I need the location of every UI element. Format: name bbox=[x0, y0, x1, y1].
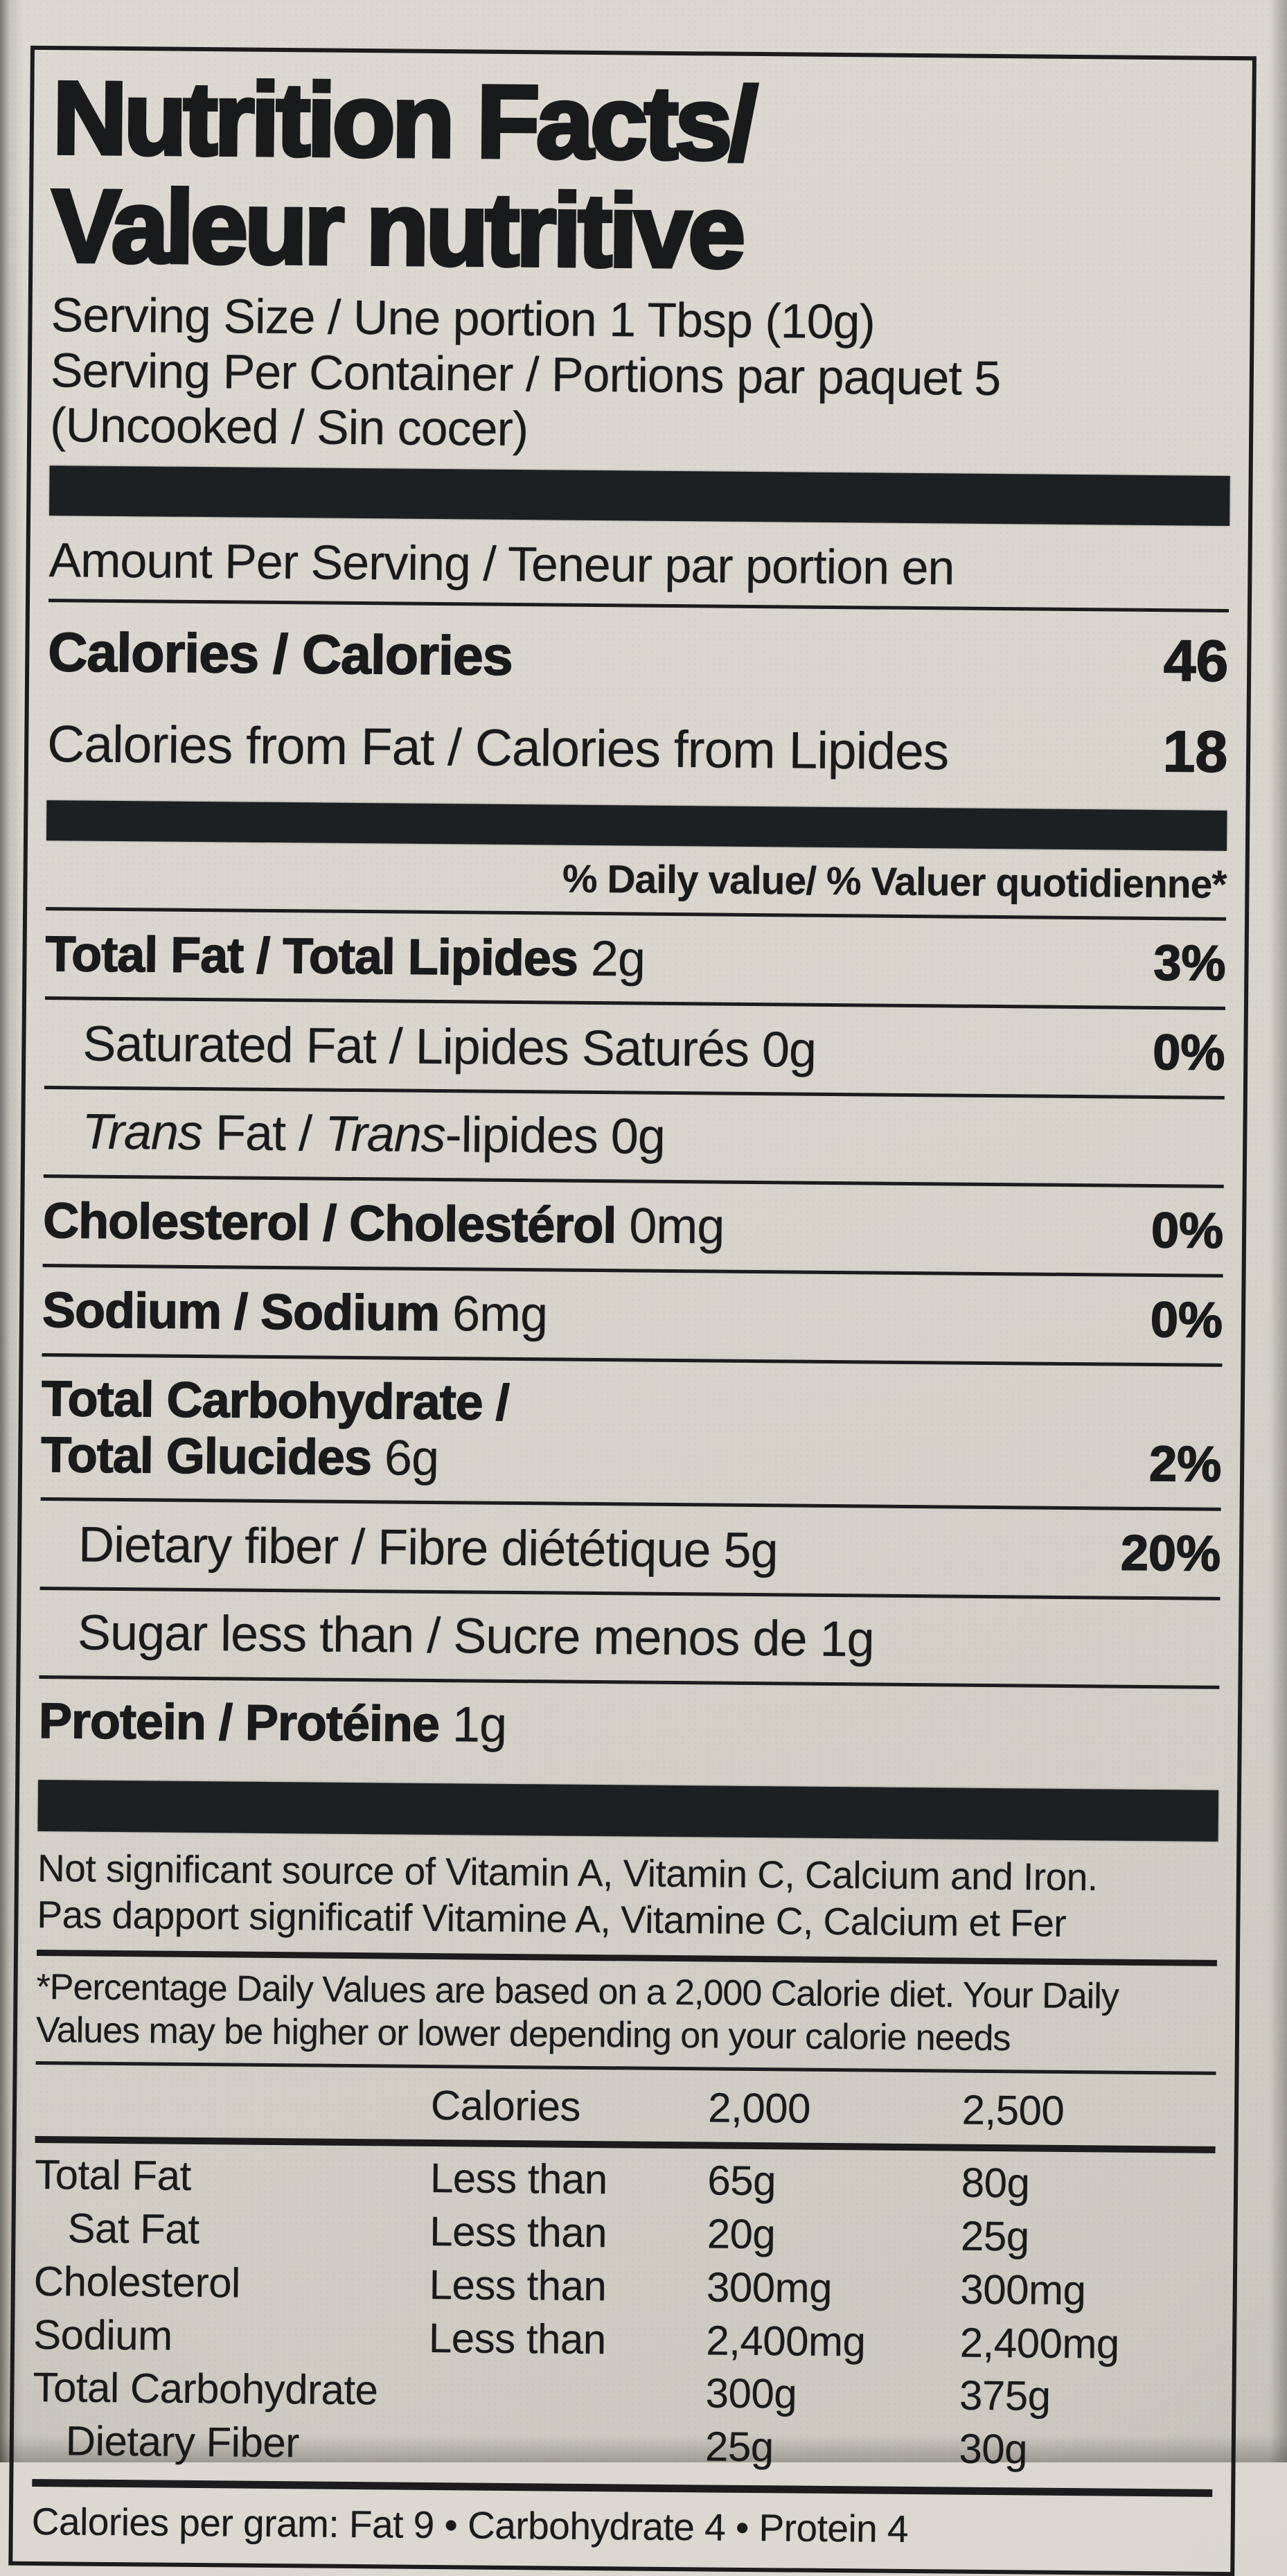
label-title-en: Nutrition Facts/ bbox=[51, 58, 757, 183]
nutrient-name: Cholesterol / Cholestérol 0mg bbox=[42, 1193, 725, 1255]
vitamins-note-line-fr: Pas dapport significatif Vitamine A, Vit… bbox=[37, 1893, 1067, 1946]
dv-table-row: Total Fat Less than 65g 80g bbox=[35, 2149, 1216, 2212]
calories-label: Calories / Calories bbox=[47, 621, 513, 687]
dv-row-qualifier: Less than bbox=[429, 2155, 607, 2203]
dv-row-qualifier: Less than bbox=[429, 2207, 607, 2257]
separator-bar-bottom bbox=[37, 1780, 1219, 1842]
nutrient-name: Total Fat / Total Lipides 2g bbox=[45, 926, 646, 987]
calories-per-gram-line: Calories per gram: Fat 9 • Carbohydrate … bbox=[31, 2499, 909, 2550]
label-title: Nutrition Facts/Valeur nutritive bbox=[49, 58, 1234, 292]
nutrient-name: Sodium / Sodium 6mg bbox=[42, 1282, 548, 1343]
daily-value-percent: 0% bbox=[1150, 1291, 1223, 1349]
dv-row-name: Total Fat bbox=[34, 2151, 192, 2200]
calories-from-fat-row: Calories from Fat / Calories from Lipide… bbox=[46, 685, 1229, 790]
nutrient-name: Saturated Fat / Lipides Saturés 0g bbox=[82, 1016, 817, 1078]
dv-table-row: Cholesterol Less than 300mg 300mg bbox=[34, 2255, 1215, 2319]
dv-row-value-2000: 20g bbox=[707, 2210, 776, 2258]
nutrient-row: Sodium / Sodium 6mg 0% bbox=[42, 1263, 1223, 1364]
daily-value-percent: 0% bbox=[1151, 1202, 1224, 1260]
dv-row-value-2000: 2,400mg bbox=[706, 2317, 866, 2365]
dv-row-value-2500: 375g bbox=[959, 2372, 1051, 2420]
dv-row-value-2500: 30g bbox=[959, 2425, 1028, 2473]
uncooked-line: (Uncooked / Sin cocer) bbox=[49, 398, 529, 457]
dv-row-value-2500: 300mg bbox=[960, 2266, 1086, 2313]
rule-above-footnote bbox=[36, 1949, 1217, 1966]
dv-table-body: Total Fat Less than 65g 80g Sat Fat Less than… bbox=[32, 2143, 1215, 2478]
dv-table-header-2500: 2,500 bbox=[961, 2087, 1065, 2135]
nutrient-name: Trans Fat / Trans-lipides 0g bbox=[81, 1104, 666, 1165]
dv-row-name: Sat Fat bbox=[67, 2205, 199, 2253]
dv-row-value-2000: 25g bbox=[704, 2423, 774, 2471]
nutrient-row: Total Carbohydrate / Total Glucides 6g 2% bbox=[40, 1352, 1223, 1508]
dv-row-name: Cholesterol bbox=[33, 2257, 241, 2306]
dv-row-qualifier: Less than bbox=[428, 2314, 606, 2363]
dv-row-value-2000: 65g bbox=[707, 2157, 776, 2205]
dv-table-header-2000: 2,000 bbox=[708, 2084, 811, 2133]
nutrient-row: Sugar less than / Sucre menos de 1g bbox=[39, 1587, 1221, 1686]
dv-row-qualifier bbox=[427, 2458, 704, 2460]
daily-value-percent: 0% bbox=[1152, 1024, 1225, 1082]
servings-per-container-line: Serving Per Container / Portions par paq… bbox=[50, 342, 1001, 405]
calories-value: 46 bbox=[1163, 628, 1230, 694]
serving-size-line: Serving Size / Une portion 1 Tbsp (10g) bbox=[51, 287, 876, 349]
nutrient-name: Protein / Protéine 1g bbox=[38, 1693, 507, 1753]
dv-row-value-2000: 300g bbox=[705, 2370, 797, 2417]
nutrient-name: Dietary fiber / Fibre diététique 5g bbox=[78, 1517, 778, 1578]
calories-from-fat-value: 18 bbox=[1162, 718, 1229, 785]
daily-value-percent: 2% bbox=[1148, 1436, 1222, 1493]
dv-table-row: Dietary Fiber 25g 30g bbox=[32, 2415, 1213, 2478]
dv-row-value-2500: 2,400mg bbox=[959, 2319, 1120, 2367]
dv-row-name: Dietary Fiber bbox=[65, 2417, 300, 2467]
rule-above-calories-per-gram bbox=[32, 2478, 1213, 2497]
dv-row-qualifier: Less than bbox=[429, 2261, 607, 2309]
nutrient-row: Total Fat / Total Lipides 2g 3% bbox=[45, 907, 1227, 1007]
nutrient-row: Dietary fiber / Fibre diététique 5g 20% bbox=[39, 1497, 1221, 1598]
dv-row-qualifier bbox=[428, 2405, 705, 2407]
nutrient-name: Total Carbohydrate / Total Glucides 6g bbox=[40, 1370, 510, 1486]
dv-table-header-calories: Calories bbox=[430, 2082, 581, 2131]
daily-values-footnote: *Percentage Daily Values are based on a … bbox=[36, 1966, 1217, 2063]
nutrient-name: Sugar less than / Sucre menos de 1g bbox=[77, 1605, 875, 1668]
daily-value-header: % Daily value/ % Valuer quotidienne* bbox=[562, 856, 1227, 908]
nutrient-row: Protein / Protéine 1g bbox=[38, 1675, 1220, 1774]
dv-row-value-2000: 300mg bbox=[706, 2264, 833, 2311]
nutrient-row: Saturated Fat / Lipides Saturés 0g 0% bbox=[44, 996, 1226, 1097]
nutrient-row: Trans Fat / Trans-lipides 0g bbox=[43, 1086, 1225, 1185]
dv-table-row: Total Carbohydrate 300g 375g bbox=[33, 2361, 1214, 2425]
daily-value-percent: 20% bbox=[1120, 1525, 1221, 1582]
amount-per-serving-line: Amount Per Serving / Teneur par portion … bbox=[48, 532, 1230, 613]
dv-row-name: Total Carbohydrate bbox=[33, 2364, 378, 2414]
calories-from-fat-label: Calories from Fat / Calories from Lipide… bbox=[46, 714, 949, 781]
dv-row-value-2500: 80g bbox=[961, 2159, 1030, 2207]
dv-row-value-2500: 25g bbox=[960, 2212, 1029, 2260]
dv-table-row: Sodium Less than 2,400mg 2,400mg bbox=[33, 2309, 1214, 2372]
separator-bar-top bbox=[49, 466, 1230, 527]
separator-bar-middle bbox=[46, 800, 1227, 852]
dv-row-name: Sodium bbox=[33, 2311, 172, 2359]
serving-info: Serving Size / Une portion 1 Tbsp (10g) … bbox=[50, 288, 1232, 464]
calories-row: Calories / Calories 46 bbox=[47, 602, 1230, 695]
dv-reference-table: Calories 2,000 2,500 Total Fat Less than 6… bbox=[32, 2072, 1216, 2478]
vitamins-note: Not significant source of Vitamin A, Vit… bbox=[37, 1845, 1218, 1948]
daily-value-percent: 3% bbox=[1153, 935, 1226, 992]
nutrient-row: Cholesterol / Cholestérol 0mg 0% bbox=[42, 1174, 1224, 1274]
nutrition-facts-label: Nutrition Facts/Valeur nutritive Serving… bbox=[8, 45, 1257, 2576]
dv-table-header-row: Calories 2,000 2,500 bbox=[35, 2072, 1216, 2146]
dv-table-header-blank bbox=[35, 2116, 431, 2119]
dv-table-row: Sat Fat Less than 20g 25g bbox=[34, 2202, 1215, 2266]
nutrient-rows: Total Fat / Total Lipides 2g 3% Saturated … bbox=[38, 907, 1227, 1774]
label-title-fr: Valeur nutritive bbox=[49, 166, 744, 292]
